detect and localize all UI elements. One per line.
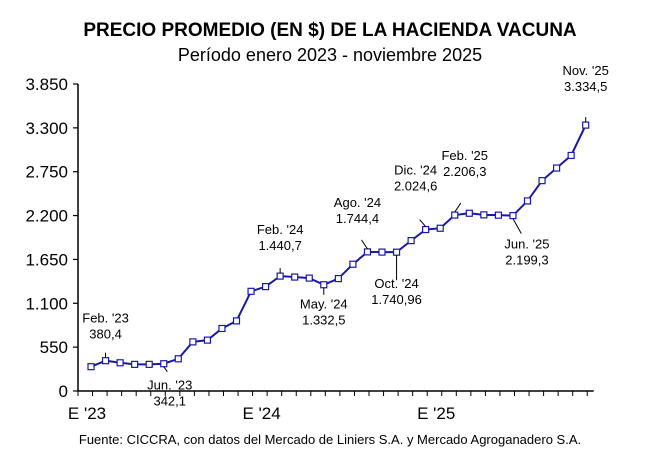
annotation-label: Jun. '25 xyxy=(504,237,549,252)
data-point xyxy=(276,272,284,280)
data-point xyxy=(218,324,226,333)
data-point xyxy=(87,363,95,371)
data-point xyxy=(552,164,561,172)
data-point xyxy=(480,211,488,219)
data-point xyxy=(378,248,386,256)
annotation-leader xyxy=(361,239,368,250)
x-tick-label: E '24 xyxy=(242,404,280,423)
data-point xyxy=(509,212,517,220)
data-point xyxy=(567,151,575,160)
annotation-value: 1.332,5 xyxy=(302,313,345,328)
annotation-value: 1.744,4 xyxy=(336,211,379,226)
data-point xyxy=(247,287,255,295)
data-point xyxy=(101,357,110,365)
data-point xyxy=(160,360,168,368)
annotation-label: Feb. '25 xyxy=(441,148,488,163)
annotation-value: 380,4 xyxy=(89,327,122,342)
data-point xyxy=(538,177,546,185)
annotation-label: Oct. '24 xyxy=(374,276,418,291)
data-point xyxy=(262,283,270,291)
y-tick-label: 1.100 xyxy=(25,294,68,313)
data-point xyxy=(174,355,182,363)
data-point xyxy=(232,317,241,325)
data-point xyxy=(291,273,299,281)
annotation-label: Nov. '25 xyxy=(563,63,609,78)
annotation-value: 2.206,3 xyxy=(443,164,486,179)
data-point xyxy=(349,260,357,268)
data-point xyxy=(436,224,444,232)
y-tick-label: 3.850 xyxy=(25,75,68,94)
annotation-label: Dic. '24 xyxy=(394,163,437,178)
chart-subtitle: Período enero 2023 - noviembre 2025 xyxy=(177,45,483,65)
annotation-label: May. '24 xyxy=(300,297,348,312)
data-point xyxy=(465,209,473,217)
data-point xyxy=(407,237,415,245)
annotation-value: 2.024,6 xyxy=(394,179,437,194)
y-tick-label: 0 xyxy=(59,382,68,401)
data-point xyxy=(363,248,372,256)
x-tick-label: E '25 xyxy=(417,404,455,423)
y-tick-label: 550 xyxy=(40,338,68,357)
data-point xyxy=(145,360,153,368)
annotation-value: 1.740,96 xyxy=(371,292,422,307)
y-tick-label: 1.650 xyxy=(25,250,68,269)
data-point xyxy=(131,360,139,368)
data-point xyxy=(392,248,401,256)
data-point xyxy=(422,225,430,234)
data-point xyxy=(320,281,328,289)
annotation-value: 2.199,3 xyxy=(505,253,548,268)
source-note: Fuente: CICCRA, con datos del Mercado de… xyxy=(78,432,582,447)
x-tick-label: E '23 xyxy=(68,404,106,423)
data-point xyxy=(334,274,342,283)
data-point xyxy=(523,197,532,205)
annotation-label: Ago. '24 xyxy=(334,195,381,210)
chart-title: PRECIO PROMEDIO (EN $) DE LA HACIENDA VA… xyxy=(83,20,577,41)
data-point xyxy=(582,121,590,129)
annotation-leader xyxy=(163,366,168,373)
y-tick-label: 3.300 xyxy=(25,119,68,138)
data-point xyxy=(189,338,197,346)
annotation-value: 342,1 xyxy=(153,394,186,409)
data-point xyxy=(494,211,502,219)
annotation-value: 3.334,5 xyxy=(564,79,607,94)
annotation-label: Jun. '23 xyxy=(147,378,192,393)
data-point xyxy=(203,336,211,344)
annotation-label: Feb. '24 xyxy=(257,222,304,237)
y-tick-label: 2.750 xyxy=(25,163,68,182)
data-point xyxy=(451,211,459,219)
annotation-label: Feb. '23 xyxy=(82,311,129,326)
annotation-value: 1.440,7 xyxy=(258,238,301,253)
annotation-leader xyxy=(419,219,427,227)
annotation-leader xyxy=(454,202,462,213)
annotation-leader xyxy=(512,218,522,234)
data-point xyxy=(305,274,313,282)
data-point xyxy=(116,359,124,367)
y-tick-label: 2.200 xyxy=(25,207,68,226)
